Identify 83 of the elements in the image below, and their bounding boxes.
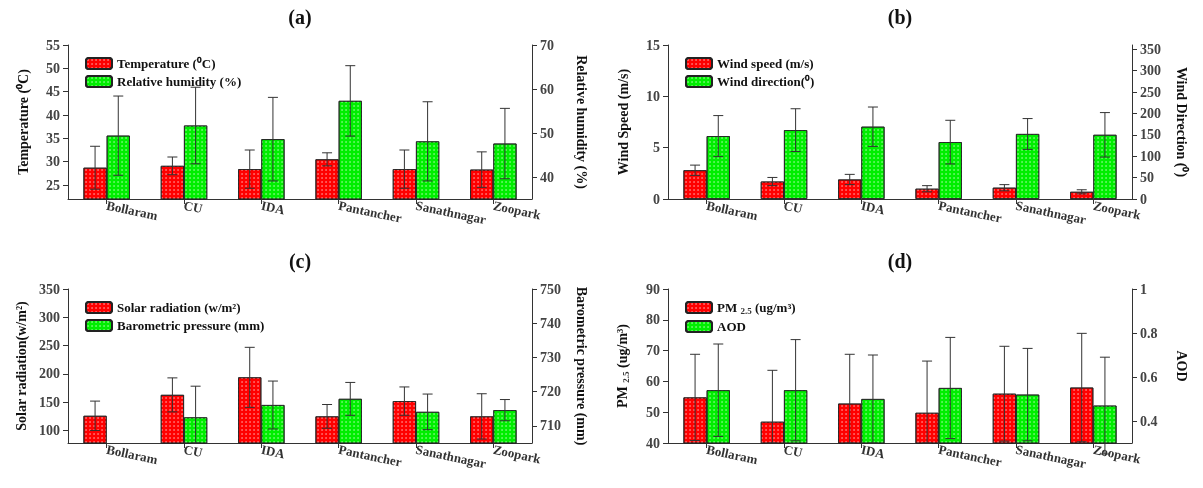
y2-tick-label: 60 [540, 81, 554, 97]
y-tick-label: 0 [653, 191, 660, 207]
y-tick-label: 80 [646, 312, 660, 328]
y2-tick-label: 200 [1140, 105, 1161, 121]
y2-tick-label: 0.4 [1140, 413, 1158, 429]
legend-label: Barometric pressure (mm) [117, 318, 265, 333]
y-axis-title: Solar radiation(w/m²) [13, 300, 30, 431]
y-tick-label: 5 [653, 140, 660, 156]
y-tick-label: 10 [646, 88, 660, 104]
x-tick-label: Zoopark [491, 197, 543, 223]
y2-tick-label: 750 [540, 281, 561, 297]
y2-tick-label: 720 [540, 384, 561, 400]
x-tick-label: Pantancher [937, 197, 1004, 226]
y-tick-label: 50 [646, 404, 660, 420]
x-tick-label: Bollaram [705, 197, 760, 224]
x-tick-label: IDA [859, 197, 887, 218]
y2-tick-label: 300 [1140, 63, 1161, 79]
y-tick-label: 150 [39, 394, 60, 410]
x-tick-label: Bollaram [705, 441, 760, 468]
y2-tick-label: 710 [540, 418, 561, 434]
y-axis-title: PM 2.5 (ug/m³) [615, 323, 631, 408]
y2-tick-label: 0.8 [1140, 325, 1158, 341]
x-tick-label: Zoopark [491, 441, 543, 467]
x-tick-label: Bollaram [105, 197, 160, 224]
chart-title: (d) [887, 250, 913, 273]
x-tick-label: CU [782, 441, 805, 461]
x-tick-label: Pantancher [337, 197, 404, 226]
x-tick-label: CU [182, 197, 205, 217]
y-tick-label: 15 [646, 37, 660, 53]
y2-tick-label: 730 [540, 349, 561, 365]
y-tick-label: 40 [646, 435, 660, 451]
y-tick-label: 100 [39, 423, 60, 439]
y2-axis-title: Wind Direction (⁰) [1172, 66, 1190, 178]
y2-axis-title: Relative humidity (%) [572, 55, 589, 190]
y-tick-label: 25 [46, 177, 60, 193]
y-tick-label: 200 [39, 366, 60, 382]
y2-tick-label: 1 [1140, 281, 1147, 297]
legend-label: Temperature (⁰C) [117, 56, 216, 71]
y-tick-label: 50 [46, 60, 60, 76]
y-tick-label: 30 [46, 154, 60, 170]
x-tick-label: Pantancher [937, 441, 1004, 470]
y-tick-label: 55 [46, 37, 60, 53]
chart-title: (b) [887, 6, 913, 29]
x-tick-label: CU [782, 197, 805, 217]
y2-tick-label: 50 [1140, 170, 1154, 186]
y2-tick-label: 0 [1140, 191, 1147, 207]
y-tick-label: 35 [46, 130, 60, 146]
y2-tick-label: 150 [1140, 127, 1161, 143]
legend-label: PM 2.5 (ug/m³) [717, 300, 796, 316]
y-tick-label: 250 [39, 338, 60, 354]
chart-title: (c) [288, 250, 312, 273]
y-axis-title: Temperature (⁰C) [14, 68, 32, 175]
legend-label: Relative humidity (%) [117, 74, 242, 89]
x-tick-label: IDA [259, 441, 287, 462]
y2-tick-label: 740 [540, 315, 561, 331]
x-tick-label: IDA [259, 197, 287, 218]
legend-label: Wind speed (m/s) [717, 56, 814, 71]
x-tick-label: Zoopark [1091, 441, 1143, 467]
y-tick-label: 40 [46, 107, 60, 123]
x-tick-label: Bollaram [105, 441, 160, 468]
y-tick-label: 70 [646, 343, 660, 359]
y-tick-label: 60 [646, 373, 660, 389]
y2-tick-label: 0.6 [1140, 369, 1158, 385]
y-tick-label: 90 [646, 281, 660, 297]
y2-tick-label: 50 [540, 125, 554, 141]
legend-label: Solar radiation (w/m²) [117, 300, 241, 315]
y-axis-title: Wind Speed (m/s) [615, 68, 632, 176]
y2-tick-label: 40 [540, 169, 554, 185]
y2-axis-title: Barometric pressure (mm) [572, 286, 589, 446]
x-tick-label: Pantancher [337, 441, 404, 470]
legend-label: Wind direction(⁰) [717, 74, 815, 89]
y2-tick-label: 350 [1140, 41, 1161, 57]
x-tick-label: IDA [859, 441, 887, 462]
y2-tick-label: 70 [540, 37, 554, 53]
y-tick-label: 45 [46, 84, 60, 100]
chart-title: (a) [288, 6, 312, 29]
y-tick-label: 350 [39, 281, 60, 297]
y2-axis-title: AOD [1173, 350, 1189, 382]
x-tick-label: CU [182, 441, 205, 461]
y2-tick-label: 100 [1140, 148, 1161, 164]
y-tick-label: 300 [39, 309, 60, 325]
legend-label: AOD [717, 319, 746, 334]
y2-tick-label: 250 [1140, 84, 1161, 100]
